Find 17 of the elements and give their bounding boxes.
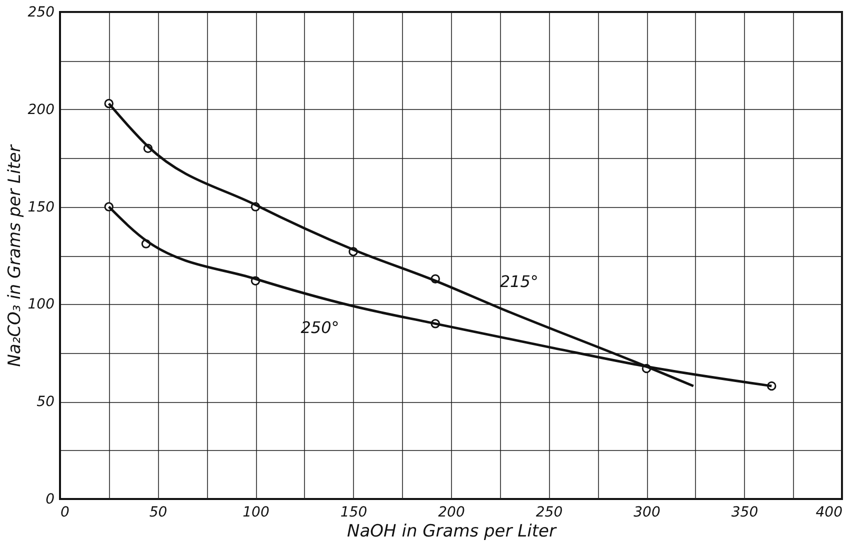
x-tick-label: 100 <box>242 504 270 520</box>
x-axis-title: NaOH in Grams per Liter <box>347 522 557 542</box>
y-tick-label: 250 <box>28 4 55 20</box>
x-tick-label: 50 <box>149 504 168 520</box>
y-tick-label: 0 <box>46 492 55 508</box>
x-tick-label: 150 <box>340 504 368 520</box>
y-tick-label: 100 <box>28 296 55 313</box>
x-tick-label: 250 <box>536 504 563 520</box>
x-tick-label: 300 <box>634 504 660 520</box>
x-tick-label: 0 <box>60 504 70 520</box>
y-tick-label: 150 <box>28 199 55 216</box>
y-axis-title: Na₂CO₃ in Grams per Liter <box>4 144 25 367</box>
x-tick-label: 200 <box>438 504 465 520</box>
y-tick-label: 200 <box>28 102 55 118</box>
x-tick-label: 350 <box>731 504 758 520</box>
x-tick-label: 400 <box>816 504 843 520</box>
y-tick-label: 50 <box>36 394 55 410</box>
